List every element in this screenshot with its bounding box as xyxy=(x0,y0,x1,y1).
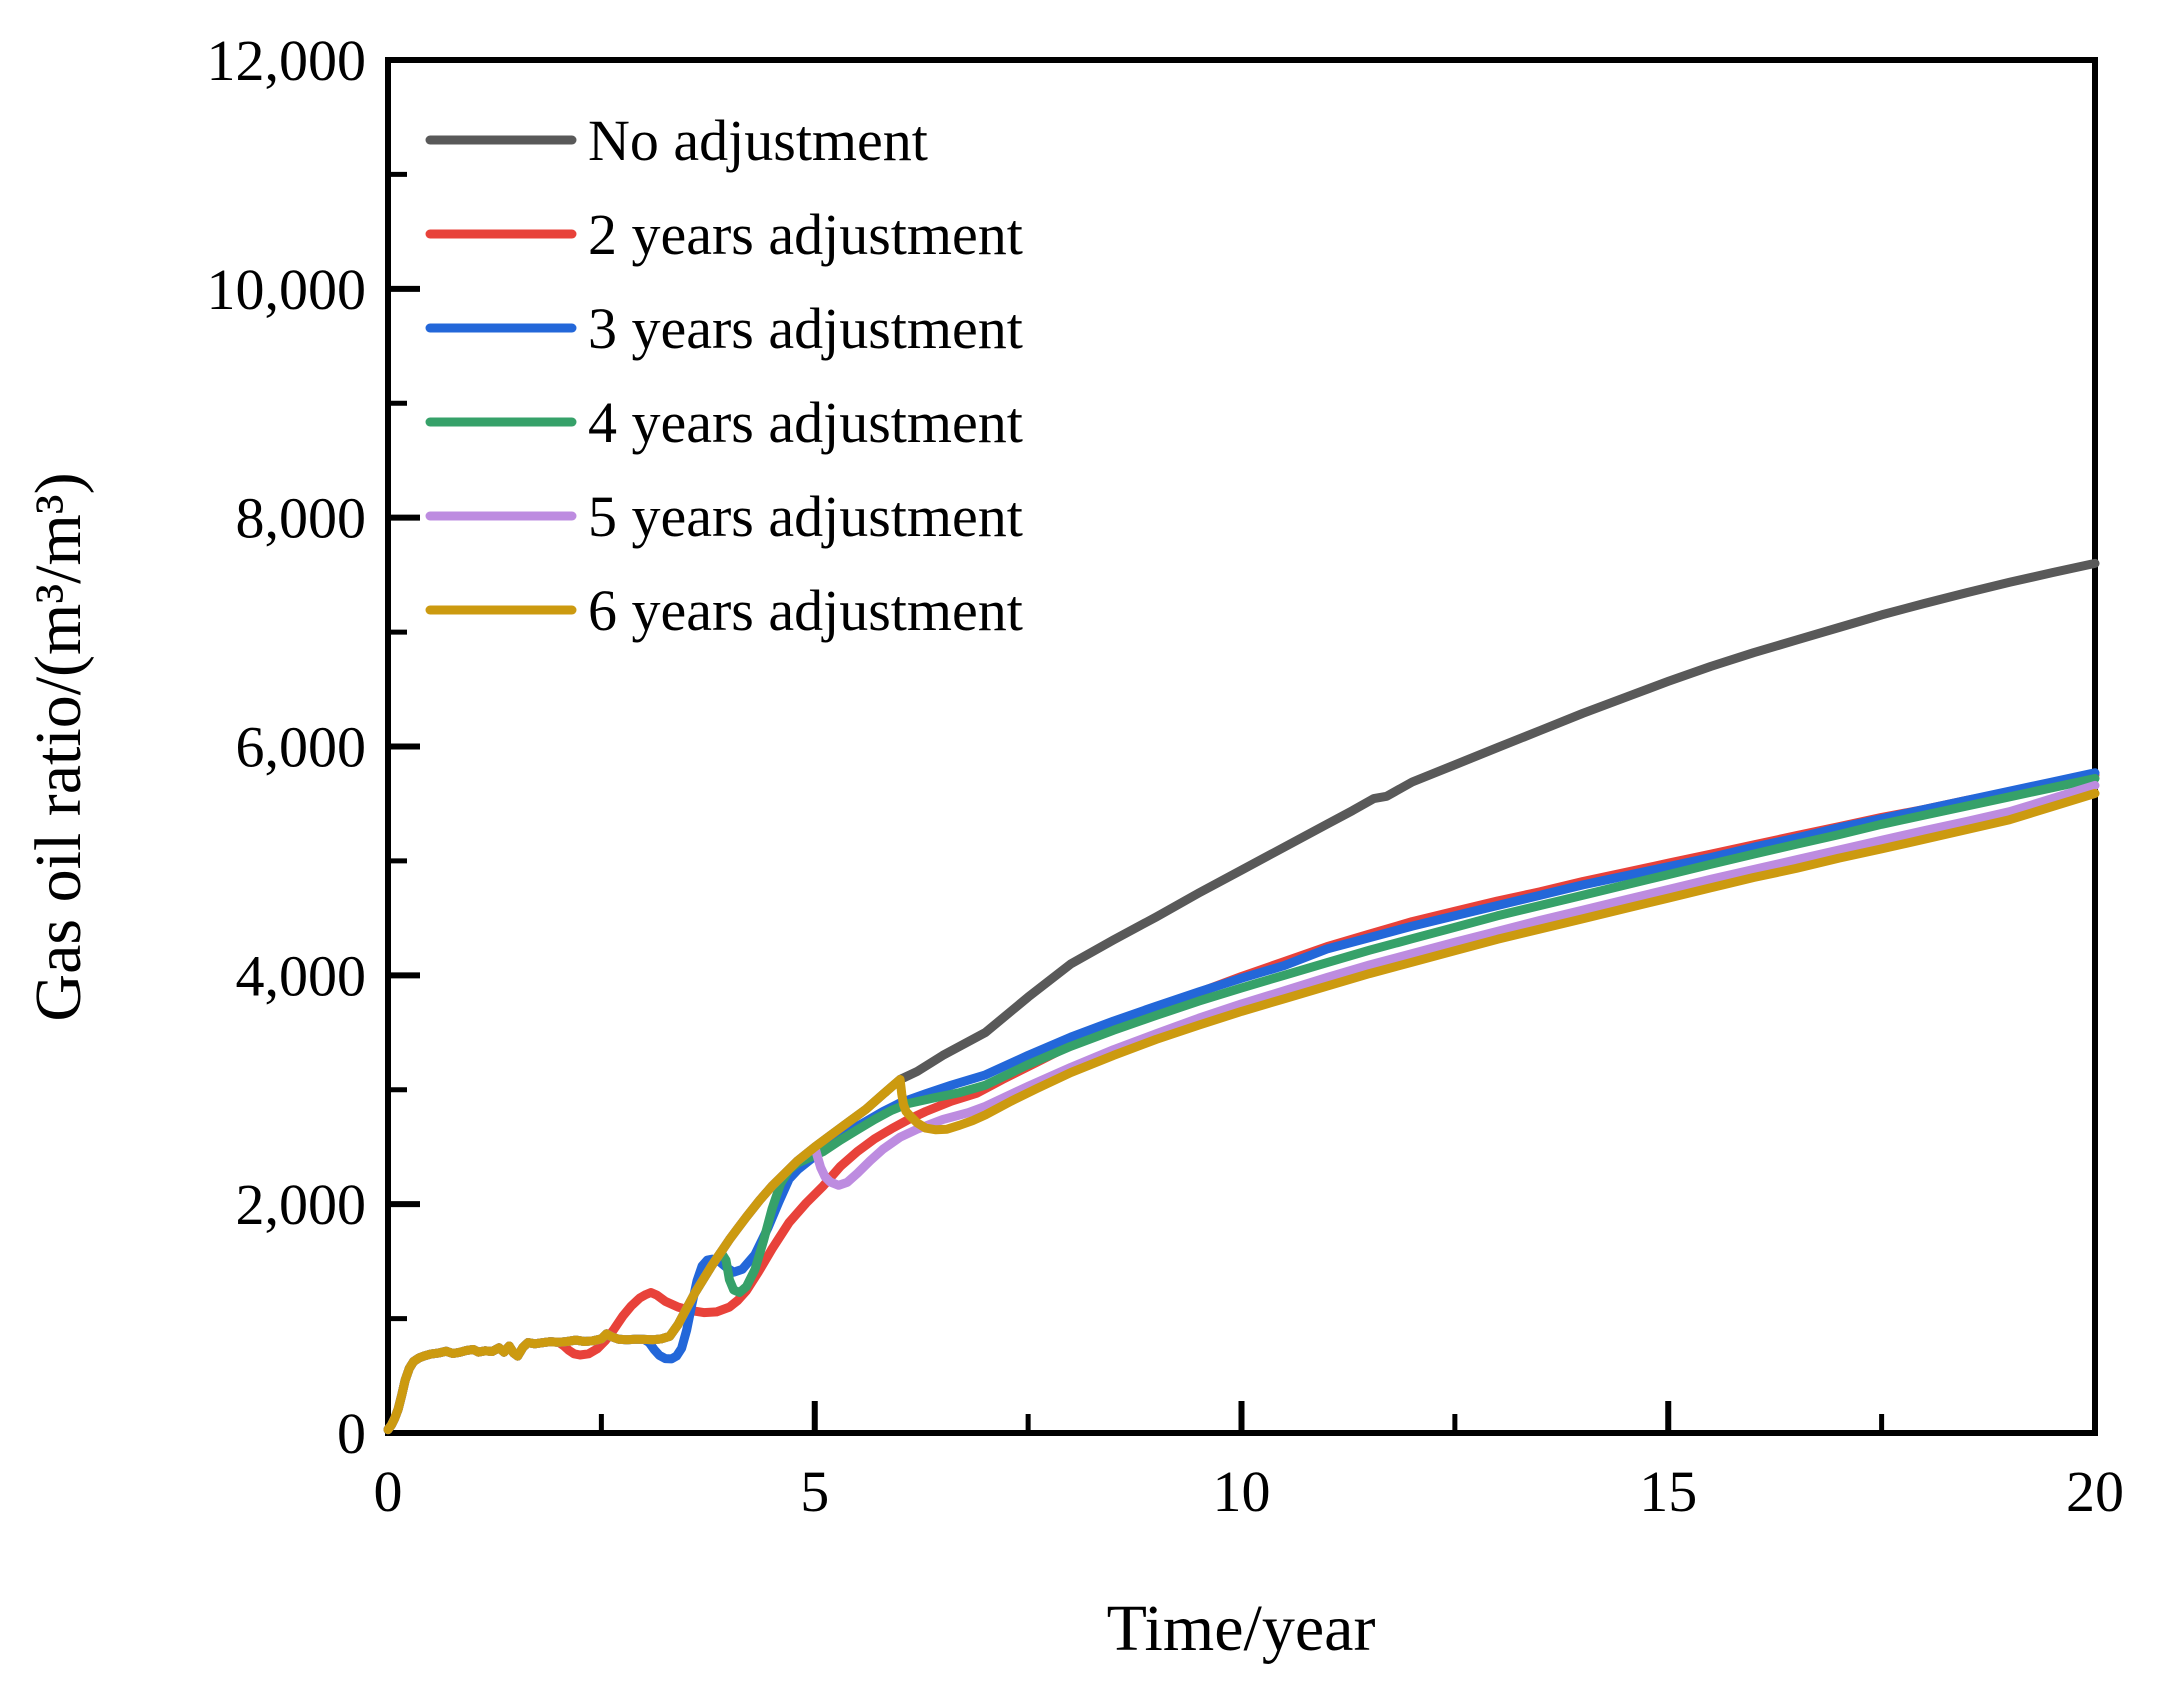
legend: No adjustment 2 years adjustment 3 years a… xyxy=(425,108,1023,643)
x-tick-label: 10 xyxy=(1213,1459,1271,1524)
y-tick-label: 0 xyxy=(337,1401,366,1466)
y-tick-label: 10,000 xyxy=(207,257,367,322)
series-line-5-years-adjustment xyxy=(383,780,2100,1435)
legend-item-no-adjustment: No adjustment xyxy=(425,108,928,173)
legend-item-2-years-adjustment: 2 years adjustment xyxy=(425,202,1023,267)
legend-label-6-years-adjustment: 6 years adjustment xyxy=(588,578,1023,643)
legend-item-3-years-adjustment: 3 years adjustment xyxy=(425,296,1023,361)
legend-label-3-years-adjustment: 3 years adjustment xyxy=(588,296,1023,361)
y-axis-title: Gas oil ratio/(m³/m³) xyxy=(22,472,95,1021)
legend-item-4-years-adjustment: 4 years adjustment xyxy=(425,390,1023,455)
x-axis-title: Time/year xyxy=(1107,1592,1376,1665)
legend-label-5-years-adjustment: 5 years adjustment xyxy=(588,484,1023,549)
x-tick-label: 20 xyxy=(2066,1459,2124,1524)
y-tick-label: 4,000 xyxy=(236,943,367,1008)
x-tick-label: 15 xyxy=(1639,1459,1697,1524)
y-tick-label: 6,000 xyxy=(236,715,367,780)
series-layer xyxy=(383,558,2100,1435)
y-tick-label: 12,000 xyxy=(207,28,367,93)
legend-label-no-adjustment: No adjustment xyxy=(588,108,928,173)
axes-layer: 0 5 10 15 20 0 2,000 4,000 6,000 8,000 10,000 12,00… xyxy=(207,28,2125,1524)
legend-item-6-years-adjustment: 6 years adjustment xyxy=(425,578,1023,643)
series-line-4-years-adjustment xyxy=(383,774,2100,1435)
y-tick-label: 2,000 xyxy=(236,1172,367,1237)
y-tick-label: 8,000 xyxy=(236,486,367,551)
legend-label-4-years-adjustment: 4 years adjustment xyxy=(588,390,1023,455)
x-tick-label: 0 xyxy=(374,1459,403,1524)
legend-label-2-years-adjustment: 2 years adjustment xyxy=(588,202,1023,267)
legend-item-5-years-adjustment: 5 years adjustment xyxy=(425,484,1023,549)
series-line-6-years-adjustment xyxy=(383,788,2100,1435)
x-tick-label: 5 xyxy=(800,1459,829,1524)
